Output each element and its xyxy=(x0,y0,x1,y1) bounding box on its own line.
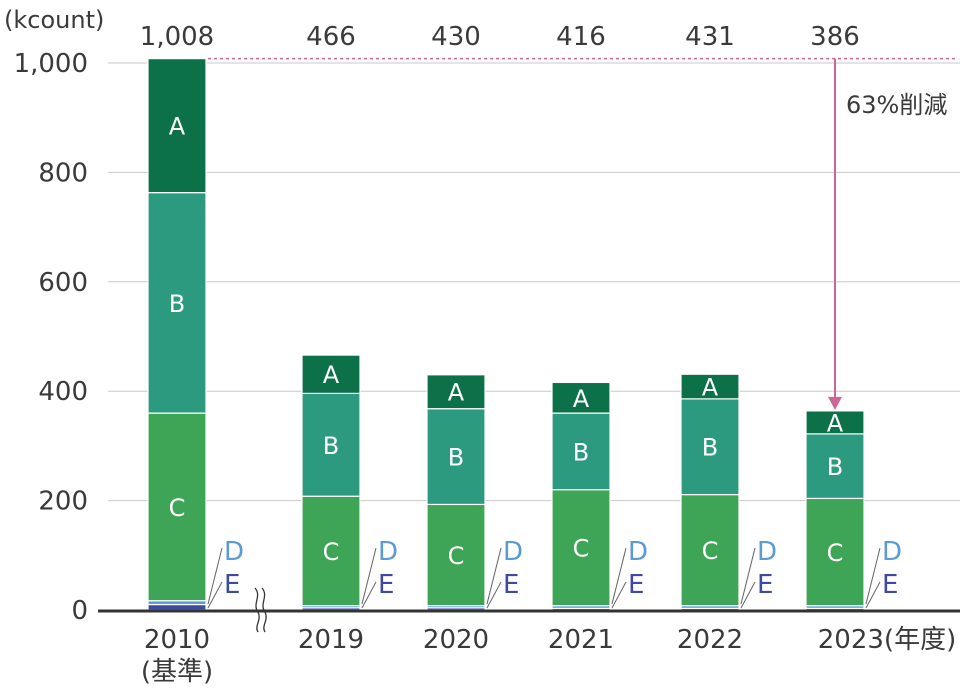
leader-line xyxy=(207,581,223,609)
bar-segment-c xyxy=(805,497,865,607)
bar-segment-a xyxy=(301,354,361,394)
segment-label-a: A xyxy=(169,113,186,141)
segment-label-a: A xyxy=(448,379,465,407)
series-label-e: E xyxy=(757,570,773,600)
bar-segment-b xyxy=(551,412,611,491)
y-tick-label: 0 xyxy=(71,596,88,626)
y-unit-label: (kcount) xyxy=(4,6,104,34)
reduction-annotation: 63%削減 xyxy=(846,91,947,119)
x-tick-label: 2020 xyxy=(423,625,489,655)
x-tick-label: 2019 xyxy=(298,625,364,655)
leader-line xyxy=(361,581,377,609)
segment-label-b: B xyxy=(827,453,843,481)
segment-label-c: C xyxy=(827,539,844,567)
x-tick-label: 2022 xyxy=(677,625,743,655)
bar-segment-b xyxy=(805,433,865,500)
total-label: 386 xyxy=(810,22,860,52)
bar-segment-c xyxy=(551,489,611,607)
segment-label-c: C xyxy=(573,535,590,563)
series-label-e: E xyxy=(503,570,519,600)
total-label: 466 xyxy=(306,22,356,52)
segment-label-a: A xyxy=(323,361,340,389)
series-label-d: D xyxy=(378,537,398,567)
bar-segment-b xyxy=(147,192,207,414)
series-label-d: D xyxy=(503,537,523,567)
leader-line xyxy=(361,547,377,605)
segment-label-c: C xyxy=(169,494,186,522)
segment-label-c: C xyxy=(448,542,465,570)
total-label: 430 xyxy=(431,22,481,52)
bar-segment-c xyxy=(147,412,207,602)
leader-line xyxy=(740,547,756,605)
series-label-d: D xyxy=(757,537,777,567)
bar-segment-c xyxy=(680,493,740,607)
x-tick-sublabel: (基準) xyxy=(141,657,213,687)
y-tick-label: 800 xyxy=(38,158,88,188)
bar-segment-a xyxy=(426,374,486,410)
y-tick-label: 200 xyxy=(38,487,88,517)
total-label: 1,008 xyxy=(140,22,214,52)
series-label-d: D xyxy=(224,537,244,567)
x-tick-label: 2023(年度) xyxy=(818,625,956,655)
leader-line xyxy=(865,547,881,605)
bar-segment-e xyxy=(147,603,207,611)
leader-line xyxy=(207,547,223,605)
series-label-e: E xyxy=(628,570,644,600)
x-tick-label: 2021 xyxy=(548,625,614,655)
total-label: 416 xyxy=(556,22,606,52)
x-tick-label: 2010 xyxy=(144,625,210,655)
series-label-e: E xyxy=(378,570,394,600)
total-label: 431 xyxy=(685,22,735,52)
bar-segment-a xyxy=(147,58,207,194)
segment-label-a: A xyxy=(573,385,590,413)
series-label-e: E xyxy=(224,570,240,600)
leader-line xyxy=(486,581,502,609)
y-tick-label: 1,000 xyxy=(14,49,88,79)
y-tick-label: 600 xyxy=(38,268,88,298)
bar-segment-b xyxy=(426,408,486,506)
axis-break-mark xyxy=(254,587,260,633)
leader-line xyxy=(486,547,502,605)
leader-line xyxy=(611,581,627,609)
leader-line xyxy=(865,581,881,609)
reduction-arrow-head xyxy=(828,396,842,410)
bar-segment-a xyxy=(680,373,740,400)
series-label-d: D xyxy=(882,537,902,567)
segment-label-a: A xyxy=(702,374,719,402)
segment-label-b: B xyxy=(702,434,718,462)
leader-line xyxy=(740,581,756,609)
segment-label-b: B xyxy=(573,438,589,466)
bar-segment-a xyxy=(551,381,611,414)
series-label-e: E xyxy=(882,570,898,600)
y-tick-label: 400 xyxy=(38,377,88,407)
segment-label-a: A xyxy=(827,409,844,437)
segment-label-b: B xyxy=(323,432,339,460)
segment-label-b: B xyxy=(169,290,185,318)
axis-break-mark xyxy=(261,587,267,633)
bar-segment-b xyxy=(301,392,361,497)
bar-segment-b xyxy=(680,398,740,496)
segment-label-c: C xyxy=(323,538,340,566)
leader-line xyxy=(611,547,627,605)
bar-segment-c xyxy=(426,503,486,607)
series-label-d: D xyxy=(628,537,648,567)
bar-segment-a xyxy=(805,410,865,435)
segment-label-c: C xyxy=(702,537,719,565)
segment-label-b: B xyxy=(448,444,464,472)
